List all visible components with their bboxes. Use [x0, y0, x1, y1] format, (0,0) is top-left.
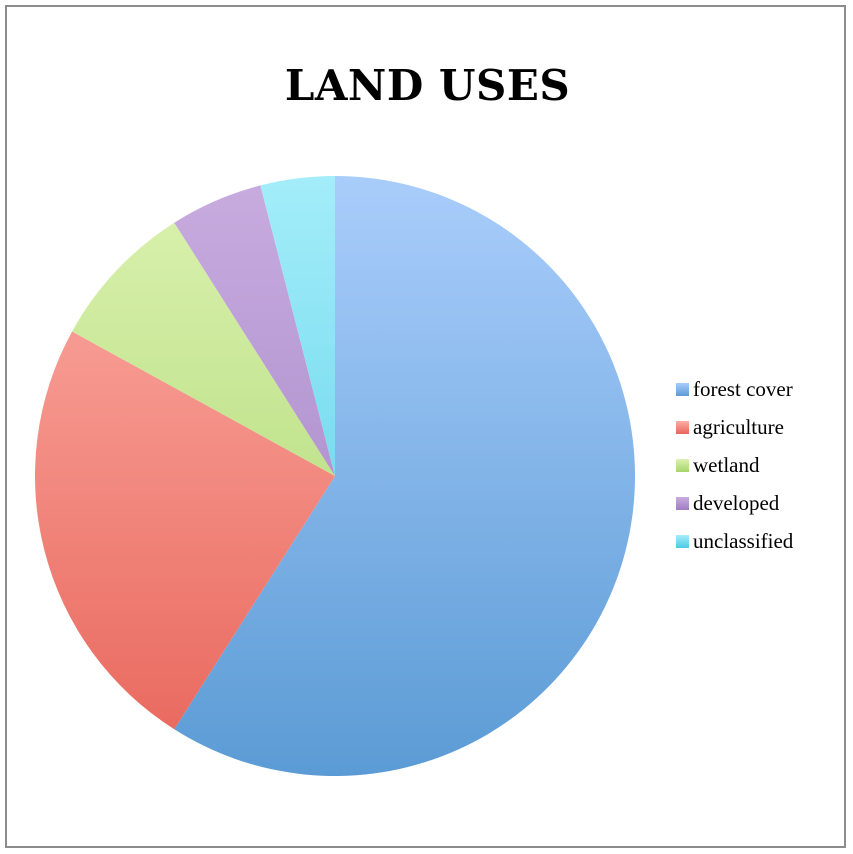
legend-item-wetland: wetland [676, 446, 793, 484]
legend-item-developed: developed [676, 484, 793, 522]
legend-label-developed: developed [693, 490, 780, 515]
chart-title: LAND USES [284, 61, 571, 110]
legend-item-unclassified: unclassified [676, 522, 793, 560]
legend-swatch-unclassified [676, 534, 689, 548]
legend-label-wetland: wetland [693, 452, 760, 477]
pie-slice-developed [174, 185, 335, 476]
legend-item-forest-cover: forest cover [676, 370, 793, 408]
legend-swatch-forest-cover [676, 382, 689, 396]
legend-label-agriculture: agriculture [693, 414, 784, 439]
legend-swatch-wetland [676, 458, 689, 472]
legend-swatch-developed [676, 496, 689, 510]
legend-label-unclassified: unclassified [693, 528, 794, 553]
pie-slice-forest-cover [174, 176, 635, 776]
legend-item-agriculture: agriculture [676, 408, 793, 446]
legend-label-forest-cover: forest cover [693, 376, 793, 401]
legend: forest cover agriculture wetland develop… [676, 370, 793, 560]
pie-slice-wetland [72, 222, 335, 476]
pie-slices [34, 176, 635, 776]
legend-swatch-agriculture [676, 420, 689, 434]
pie-slice-unclassified [260, 176, 335, 476]
pie-slice-agriculture [34, 331, 336, 730]
